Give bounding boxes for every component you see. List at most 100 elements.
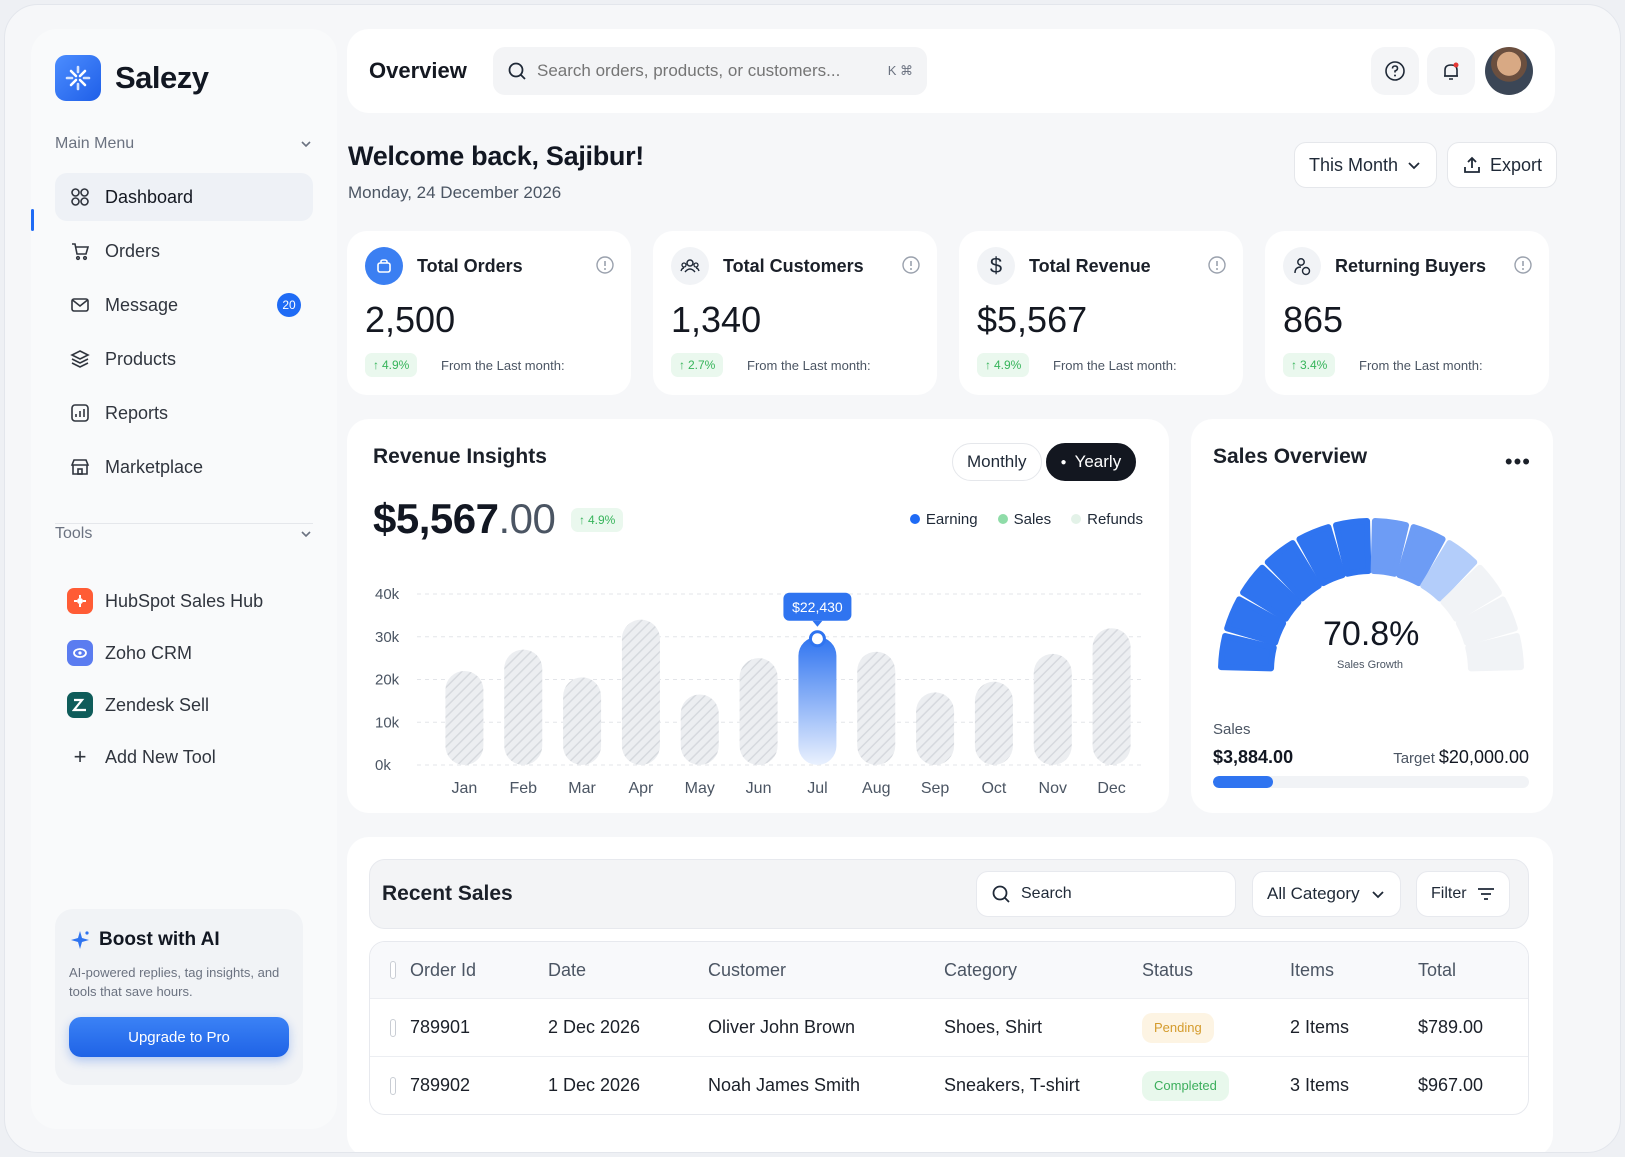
info-icon[interactable] [1207, 255, 1227, 275]
stat-card-total-orders: Total Orders 2,500 ↑ 4.9% From the Last m… [347, 231, 631, 395]
customer-name: Noah James Smith [708, 1075, 861, 1095]
zendesk-icon [67, 692, 93, 718]
tool-hubspot[interactable]: HubSpot Sales Hub [55, 577, 313, 625]
item-count: 3 Items [1290, 1075, 1350, 1095]
x-tick-label: Jul [807, 780, 827, 797]
toggle-yearly[interactable]: ● Yearly [1045, 443, 1137, 481]
store-icon [69, 456, 91, 478]
sidebar: Salezy Main Menu Dashboard Orders [31, 29, 337, 1129]
stat-value: $5,567 [977, 299, 1088, 340]
brand[interactable]: Salezy [55, 55, 209, 101]
info-icon[interactable] [1513, 255, 1533, 275]
arrow-up-icon: ↑ [679, 358, 685, 372]
y-tick-label: 40k [375, 586, 400, 603]
period-dropdown[interactable]: This Month [1294, 142, 1438, 188]
bar-jan [445, 670, 484, 765]
column-header-order-id[interactable]: Order Id [410, 959, 477, 980]
sidebar-item-label: Reports [105, 402, 169, 423]
main-menu-label: Main Menu [55, 135, 135, 152]
gauge-segment [1224, 596, 1287, 646]
users-icon [671, 247, 709, 285]
table-row[interactable]: 789901 2 Dec 2026 Oliver John Brown Shoe… [370, 998, 1528, 1056]
tool-zoho[interactable]: Zoho CRM [55, 629, 313, 677]
search-input[interactable] [537, 61, 872, 81]
chevron-down-icon [1371, 891, 1384, 899]
sidebar-item-products[interactable]: Products [55, 335, 313, 383]
export-label: Export [1490, 154, 1543, 175]
sidebar-item-label: Products [105, 348, 177, 369]
help-button[interactable] [1371, 47, 1419, 95]
filter-button[interactable]: Filter [1416, 871, 1510, 917]
tools-header[interactable]: Tools [55, 525, 313, 543]
global-search[interactable]: K ⌘ [493, 47, 927, 95]
basket-icon [365, 247, 403, 285]
stat-card-total-revenue: $ Total Revenue $5,567 ↑ 4.9% From the La… [959, 231, 1243, 395]
y-tick-label: 30k [375, 629, 400, 646]
gauge-segment [1218, 632, 1277, 672]
row-checkbox[interactable] [390, 1018, 396, 1037]
sales-search-input[interactable]: Search [976, 871, 1236, 917]
arrow-up-icon: ↑ [1291, 358, 1297, 372]
revenue-bar-chart: 0k 10k 20k 30k 40k Jan Feb Mar Apr May Jun Jul $22,4… [375, 586, 1143, 797]
add-new-tool-button[interactable]: + Add New Tool [55, 733, 313, 781]
keyboard-shortcut: K ⌘ [887, 63, 913, 78]
bar-aug [857, 651, 896, 765]
legend-item-refunds: Refunds [1071, 511, 1143, 528]
toggle-monthly[interactable]: Monthly [952, 443, 1042, 481]
sidebar-item-dashboard[interactable]: Dashboard [55, 173, 313, 221]
sidebar-item-marketplace[interactable]: Marketplace [55, 443, 313, 491]
category-dropdown[interactable]: All Category [1252, 871, 1401, 917]
stat-footnote: From the Last month: [441, 358, 565, 373]
column-header-items[interactable]: Items [1290, 959, 1335, 980]
cart-icon [69, 240, 91, 262]
column-header-status[interactable]: Status [1142, 959, 1194, 980]
mail-icon [69, 294, 91, 316]
column-header-customer[interactable]: Customer [708, 959, 787, 980]
bar-feb [504, 649, 543, 765]
hubspot-icon [67, 588, 93, 614]
zoho-icon [67, 640, 93, 666]
stat-label: Total Customers [723, 256, 864, 276]
select-all-checkbox[interactable] [390, 961, 396, 979]
sidebar-divider [55, 523, 313, 524]
column-header-total[interactable]: Total [1418, 959, 1457, 980]
info-icon[interactable] [595, 255, 615, 275]
sidebar-item-reports[interactable]: Reports [55, 389, 313, 437]
bar-may [680, 694, 719, 765]
upgrade-to-pro-button[interactable]: Upgrade to Pro [69, 1017, 289, 1057]
tool-label: HubSpot Sales Hub [105, 590, 264, 611]
stat-footnote: From the Last month: [1359, 358, 1483, 373]
gauge-segment [1420, 540, 1478, 602]
x-tick-label: Sep [921, 780, 950, 797]
row-checkbox[interactable] [390, 1076, 396, 1095]
stat-label: Total Revenue [1029, 256, 1151, 276]
sidebar-item-message[interactable]: Message 20 [55, 281, 313, 329]
sales-value: $3,884.00 [1213, 747, 1294, 767]
recent-sales-header: Recent Sales Search All Category Filter [369, 859, 1529, 929]
sidebar-item-orders[interactable]: Orders [55, 227, 313, 275]
period-toggle: Monthly ● Yearly [952, 443, 1137, 481]
more-options-icon[interactable]: ••• [1504, 449, 1531, 474]
stat-label: Returning Buyers [1335, 256, 1487, 276]
table-row[interactable]: 789902 1 Dec 2026 Noah James Smith Sneak… [370, 1056, 1528, 1114]
export-button[interactable]: Export [1447, 142, 1558, 188]
avatar[interactable] [1485, 47, 1533, 95]
tool-zendesk[interactable]: Zendesk Sell [55, 681, 313, 729]
notifications-button[interactable] [1427, 47, 1475, 95]
card-title: Revenue Insights [373, 445, 547, 468]
page-title: Overview [369, 58, 467, 83]
tooltip-label: $22,430 [792, 599, 843, 615]
info-icon[interactable] [901, 255, 921, 275]
stat-footnote: From the Last month: [1053, 358, 1177, 373]
sales-progress-fill [1213, 776, 1274, 788]
status-cell: Completed [1142, 1070, 1290, 1101]
stat-footnote: From the Last month: [747, 358, 871, 373]
main-menu-header[interactable]: Main Menu [55, 135, 313, 153]
search-placeholder: Search [1021, 885, 1072, 902]
gauge-segment [1370, 518, 1410, 577]
boost-card: Boost with AI AI-powered replies, tag in… [55, 909, 303, 1085]
column-header-date[interactable]: Date [548, 959, 587, 980]
column-header-category[interactable]: Category [944, 959, 1018, 980]
x-tick-label: Jan [452, 780, 478, 797]
tooltip-pointer [812, 620, 823, 627]
